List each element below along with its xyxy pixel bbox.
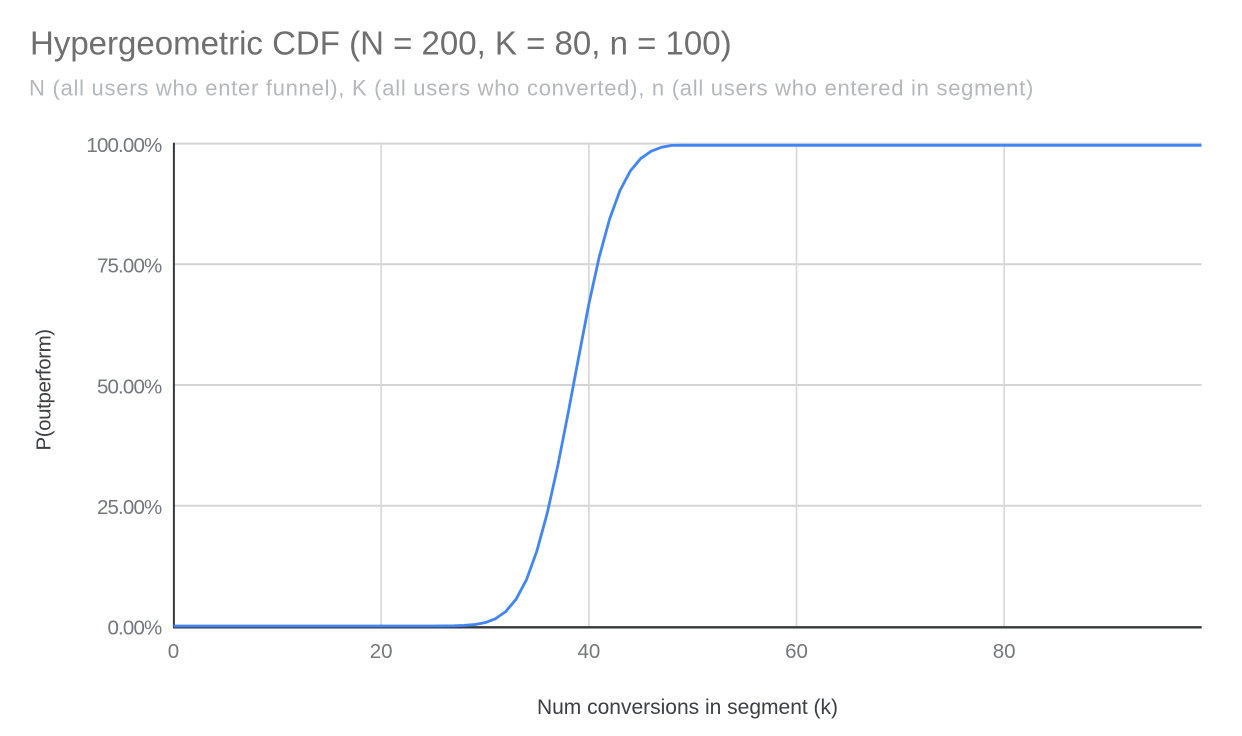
svg-text:N (all users who enter funnel): N (all users who enter funnel), K (all u… bbox=[29, 76, 1034, 101]
svg-text:75.00%: 75.00% bbox=[97, 255, 162, 278]
svg-text:40: 40 bbox=[577, 640, 600, 663]
svg-text:0.00%: 0.00% bbox=[108, 617, 162, 640]
svg-text:25.00%: 25.00% bbox=[97, 496, 162, 519]
svg-text:20: 20 bbox=[370, 640, 393, 663]
svg-text:P(outperform): P(outperform) bbox=[33, 329, 56, 450]
svg-text:50.00%: 50.00% bbox=[97, 375, 162, 398]
svg-text:Hypergeometric CDF (N = 200, K: Hypergeometric CDF (N = 200, K = 80, n =… bbox=[30, 25, 732, 62]
svg-text:0: 0 bbox=[168, 640, 179, 663]
svg-text:100.00%: 100.00% bbox=[86, 134, 162, 157]
svg-text:80: 80 bbox=[993, 640, 1016, 663]
svg-text:60: 60 bbox=[785, 640, 808, 663]
svg-text:Num conversions in segment (k): Num conversions in segment (k) bbox=[537, 696, 838, 719]
